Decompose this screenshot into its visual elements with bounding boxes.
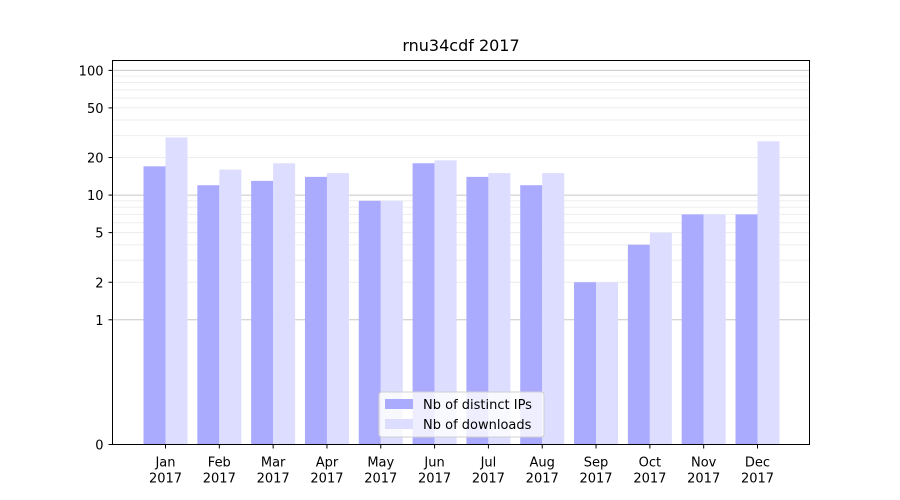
x-tick-label: Jul 2017 xyxy=(472,456,505,487)
bar xyxy=(574,282,597,445)
legend-label: Nb of downloads xyxy=(423,418,532,433)
bar xyxy=(627,244,650,445)
bar xyxy=(466,176,489,445)
legend-swatch xyxy=(385,419,413,429)
x-tick-label: Dec 2017 xyxy=(741,456,774,487)
x-tick-label: Oct 2017 xyxy=(633,456,666,487)
legend-label: Nb of distinct IPs xyxy=(423,398,532,413)
y-tick-label: 20 xyxy=(87,152,104,167)
y-tick-label: 0 xyxy=(95,439,103,454)
x-tick-label: Aug 2017 xyxy=(526,456,559,487)
bar xyxy=(143,166,166,445)
y-tick-label: 2 xyxy=(95,276,103,291)
chart-title: rnu34cdf 2017 xyxy=(402,36,519,55)
x-tick-label: Jun 2017 xyxy=(418,456,451,487)
legend: Nb of distinct IPs Nb of downloads xyxy=(378,391,545,438)
bar xyxy=(735,214,758,445)
bar xyxy=(488,173,511,445)
bar xyxy=(304,176,327,445)
y-tick-label: 100 xyxy=(79,64,104,79)
bar xyxy=(681,214,704,445)
bar xyxy=(596,282,619,445)
x-tick-label: Jan 2017 xyxy=(149,456,182,487)
x-tick-label: Nov 2017 xyxy=(687,456,720,487)
x-tick-label: Feb 2017 xyxy=(203,456,236,487)
bar xyxy=(358,200,381,445)
bar xyxy=(757,141,780,445)
x-tick-label: Sep 2017 xyxy=(579,456,612,487)
y-tick-label: 1 xyxy=(95,314,103,329)
y-tick-label: 10 xyxy=(87,189,104,204)
bar xyxy=(165,137,188,445)
bar xyxy=(542,173,565,445)
legend-swatch xyxy=(385,399,413,409)
bar xyxy=(649,232,672,445)
x-tick-label: May 2017 xyxy=(364,456,397,487)
axis-ticks: 0 1 2 5 10 20 50 100 Jan 2017 Feb 2017 Mar 2017 Apr 201… xyxy=(79,64,774,486)
x-tick-label: Apr 2017 xyxy=(310,456,343,487)
bar xyxy=(197,185,220,445)
legend-box xyxy=(378,391,545,438)
bar xyxy=(703,214,726,445)
bar xyxy=(273,163,296,445)
bars xyxy=(143,137,780,445)
bar xyxy=(434,160,457,445)
bar xyxy=(520,185,543,445)
x-tick-label: Mar 2017 xyxy=(257,456,290,487)
bar xyxy=(326,173,349,445)
plot-frame xyxy=(112,60,810,445)
bar xyxy=(219,169,242,445)
y-tick-label: 5 xyxy=(95,227,103,242)
bar xyxy=(380,200,403,445)
bar xyxy=(251,180,274,445)
y-tick-label: 50 xyxy=(87,102,104,117)
bar xyxy=(412,163,435,445)
